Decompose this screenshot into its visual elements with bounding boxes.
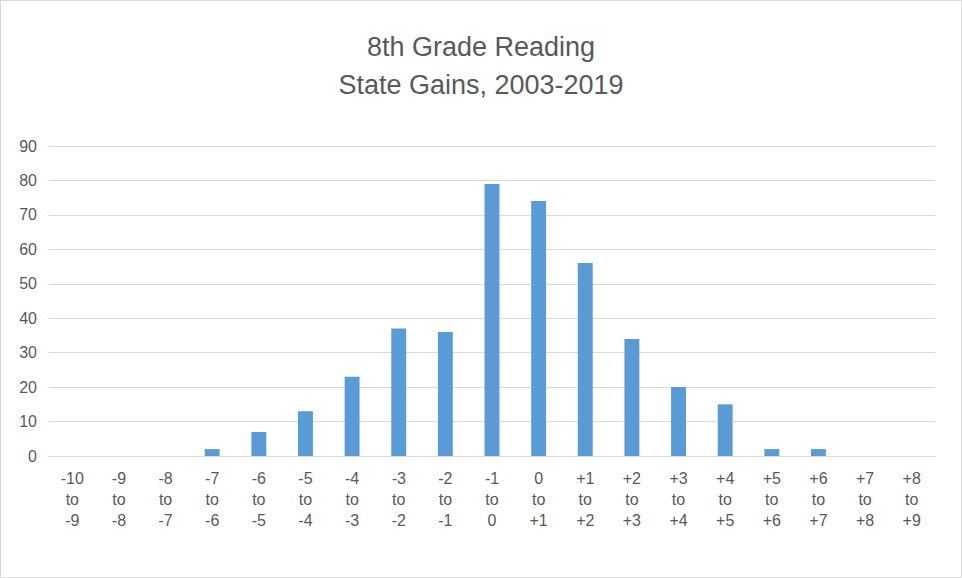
svg-text:70: 70 [19,206,37,223]
svg-text:-1: -1 [485,470,499,487]
svg-text:to: to [812,491,825,508]
svg-text:-9: -9 [112,470,126,487]
svg-text:to: to [765,491,778,508]
svg-text:+1: +1 [576,470,594,487]
svg-text:-6: -6 [205,512,219,529]
svg-text:80: 80 [19,172,37,189]
svg-text:+5: +5 [716,512,734,529]
svg-text:-2: -2 [438,470,452,487]
svg-text:+7: +7 [856,470,874,487]
svg-text:90: 90 [19,138,37,155]
svg-text:-7: -7 [158,512,172,529]
svg-text:8th Grade Reading: 8th Grade Reading [367,32,595,62]
svg-text:-5: -5 [298,470,312,487]
svg-text:to: to [66,491,79,508]
svg-text:to: to [345,491,358,508]
svg-text:-4: -4 [345,470,359,487]
svg-text:State Gains, 2003-2019: State Gains, 2003-2019 [338,70,623,100]
svg-text:-5: -5 [252,512,266,529]
svg-text:to: to [485,491,498,508]
svg-text:0: 0 [28,448,37,465]
svg-text:0: 0 [534,470,543,487]
svg-text:to: to [299,491,312,508]
svg-text:40: 40 [19,310,37,327]
svg-text:+1: +1 [530,512,548,529]
svg-text:+3: +3 [623,512,641,529]
svg-text:-10: -10 [61,470,84,487]
svg-text:+4: +4 [716,470,734,487]
svg-text:50: 50 [19,275,37,292]
svg-text:+8: +8 [903,470,921,487]
svg-text:to: to [718,491,731,508]
svg-text:to: to [112,491,125,508]
svg-text:-8: -8 [158,470,172,487]
svg-text:+5: +5 [763,470,781,487]
svg-text:30: 30 [19,344,37,361]
svg-text:-9: -9 [65,512,79,529]
svg-text:+6: +6 [809,470,827,487]
svg-text:+2: +2 [576,512,594,529]
svg-text:to: to [392,491,405,508]
svg-text:+8: +8 [856,512,874,529]
svg-text:+4: +4 [669,512,687,529]
svg-text:-4: -4 [298,512,312,529]
svg-text:to: to [858,491,871,508]
svg-text:10: 10 [19,413,37,430]
svg-text:to: to [532,491,545,508]
svg-text:to: to [159,491,172,508]
svg-text:-3: -3 [392,470,406,487]
svg-text:to: to [625,491,638,508]
svg-text:+7: +7 [809,512,827,529]
svg-text:+3: +3 [669,470,687,487]
svg-text:-3: -3 [345,512,359,529]
svg-text:to: to [252,491,265,508]
svg-text:+9: +9 [903,512,921,529]
svg-text:to: to [439,491,452,508]
svg-text:to: to [905,491,918,508]
svg-text:-2: -2 [392,512,406,529]
svg-text:-1: -1 [438,512,452,529]
svg-text:-8: -8 [112,512,126,529]
svg-text:-7: -7 [205,470,219,487]
svg-text:to: to [206,491,219,508]
svg-text:20: 20 [19,379,37,396]
svg-text:+2: +2 [623,470,641,487]
svg-text:0: 0 [488,512,497,529]
svg-text:to: to [672,491,685,508]
svg-text:-6: -6 [252,470,266,487]
svg-text:60: 60 [19,241,37,258]
svg-text:to: to [579,491,592,508]
svg-text:+6: +6 [763,512,781,529]
